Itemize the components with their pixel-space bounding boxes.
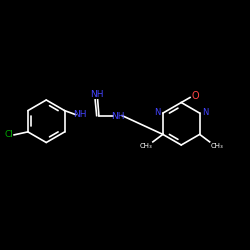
Text: Cl: Cl bbox=[4, 130, 13, 140]
Text: O: O bbox=[192, 91, 200, 101]
Text: NH: NH bbox=[74, 110, 87, 119]
Text: NH: NH bbox=[111, 112, 124, 121]
Text: CH₃: CH₃ bbox=[210, 142, 223, 148]
Text: CH₃: CH₃ bbox=[140, 142, 152, 148]
Text: N: N bbox=[202, 108, 208, 117]
Text: N: N bbox=[154, 108, 161, 117]
Text: NH: NH bbox=[90, 90, 103, 100]
